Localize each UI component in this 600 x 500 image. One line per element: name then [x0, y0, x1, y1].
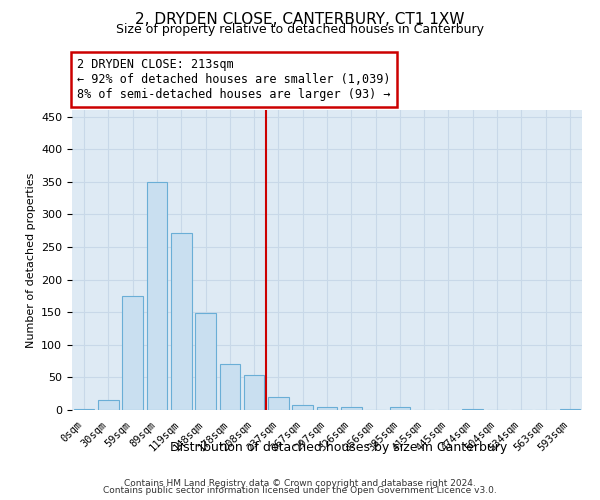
Text: Contains HM Land Registry data © Crown copyright and database right 2024.: Contains HM Land Registry data © Crown c… — [124, 478, 476, 488]
Bar — [341, 406, 362, 410]
Bar — [244, 376, 265, 410]
Text: 2 DRYDEN CLOSE: 213sqm
← 92% of detached houses are smaller (1,039)
8% of semi-d: 2 DRYDEN CLOSE: 213sqm ← 92% of detached… — [77, 58, 391, 101]
Bar — [560, 408, 580, 410]
Bar — [268, 397, 289, 410]
Text: 2, DRYDEN CLOSE, CANTERBURY, CT1 1XW: 2, DRYDEN CLOSE, CANTERBURY, CT1 1XW — [135, 12, 465, 28]
Bar — [389, 406, 410, 410]
Text: Contains public sector information licensed under the Open Government Licence v3: Contains public sector information licen… — [103, 486, 497, 495]
Bar — [292, 405, 313, 410]
Y-axis label: Number of detached properties: Number of detached properties — [26, 172, 35, 348]
Text: Distribution of detached houses by size in Canterbury: Distribution of detached houses by size … — [170, 441, 508, 454]
Bar — [98, 400, 119, 410]
Bar — [74, 408, 94, 410]
Bar — [220, 364, 240, 410]
Bar — [171, 232, 191, 410]
Bar — [122, 296, 143, 410]
Bar — [146, 182, 167, 410]
Bar — [195, 313, 216, 410]
Text: Size of property relative to detached houses in Canterbury: Size of property relative to detached ho… — [116, 22, 484, 36]
Bar — [463, 408, 483, 410]
Bar — [317, 406, 337, 410]
